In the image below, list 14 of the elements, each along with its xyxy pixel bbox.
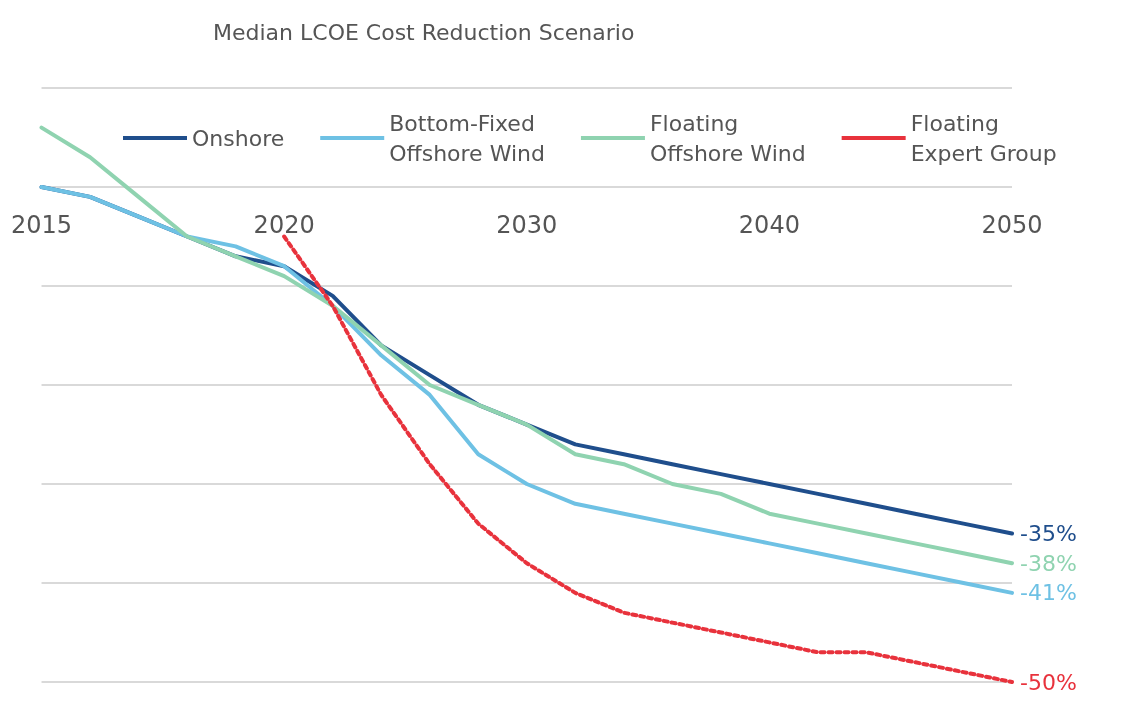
data-label: -41% — [1020, 580, 1077, 606]
data-label: -38% — [1020, 550, 1077, 576]
chart-title: Median LCOE Cost Reduction Scenario — [213, 19, 635, 45]
x-tick-label: 2050 — [981, 211, 1043, 239]
x-tick-label: 2020 — [253, 211, 315, 239]
x-tick-label: 2040 — [738, 211, 800, 239]
data-label: -50% — [1020, 669, 1077, 695]
data-label: -35% — [1020, 521, 1077, 546]
legend-label: Onshore — [192, 125, 285, 151]
legend-label: Bottom-Fixed Offshore Wind — [389, 110, 545, 166]
legend-label: Floating Expert Group — [910, 110, 1057, 166]
legend-label: Floating Offshore Wind — [649, 110, 806, 166]
x-tick-label: 2015 — [11, 211, 73, 239]
x-tick-label: 2030 — [496, 211, 558, 239]
